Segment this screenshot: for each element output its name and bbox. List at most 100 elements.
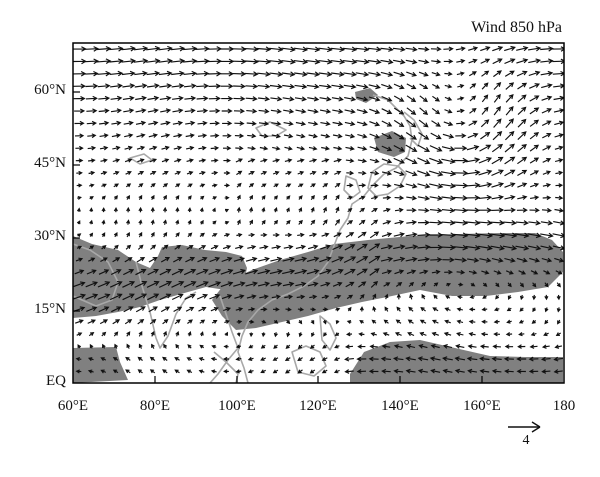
wind-vector — [296, 133, 306, 139]
wind-vector — [344, 108, 356, 114]
wind-vector — [112, 369, 119, 374]
wind-vector — [295, 281, 307, 287]
wind-vector — [234, 294, 245, 300]
wind-vector — [113, 206, 118, 213]
wind-vector — [122, 293, 135, 301]
wind-vector — [272, 307, 280, 312]
wind-vector — [433, 282, 439, 287]
wind-vector — [493, 319, 500, 324]
wind-vector — [85, 83, 99, 89]
wind-vector — [309, 170, 317, 175]
wind-vector — [504, 257, 516, 263]
wind-vector — [126, 231, 130, 238]
wind-vector — [259, 244, 269, 250]
wind-vector — [197, 133, 208, 139]
wind-vector — [395, 281, 403, 287]
wind-vector — [175, 183, 181, 188]
wind-vector — [138, 231, 143, 238]
wind-vector — [113, 232, 118, 238]
wind-vector — [220, 281, 234, 288]
lon-label-180: 180 — [552, 398, 576, 414]
wind-vector — [273, 319, 279, 324]
wind-vector — [518, 332, 525, 337]
wind-vector — [359, 294, 365, 300]
wind-vector — [465, 220, 481, 226]
wind-vector — [372, 306, 377, 312]
wind-vector — [540, 232, 554, 239]
wind-vector — [517, 118, 527, 128]
wind-vector — [481, 270, 490, 275]
wind-vector — [468, 319, 476, 324]
wind-vector — [441, 146, 456, 152]
wind-vector — [271, 294, 281, 300]
wind-vector — [150, 244, 157, 250]
wind-vector — [382, 220, 392, 225]
wind-vector — [393, 256, 406, 262]
wind-vector — [356, 108, 369, 114]
wind-vector — [184, 95, 197, 101]
wind-vector — [491, 143, 504, 153]
wind-vector — [247, 244, 257, 250]
wind-vector — [530, 195, 540, 201]
map-background — [73, 43, 564, 383]
wind-vector — [556, 307, 561, 313]
wind-vector — [171, 268, 184, 276]
wind-vector — [320, 281, 331, 287]
wind-vector — [257, 281, 271, 287]
wind-vector — [552, 46, 564, 52]
wind-vector — [532, 282, 537, 288]
wind-vector — [309, 232, 318, 238]
wind-vector — [306, 269, 320, 275]
wind-vector — [258, 96, 271, 102]
wind-vector — [256, 46, 272, 53]
wind-vector — [492, 46, 504, 52]
wind-vector — [540, 245, 554, 251]
wind-vector — [223, 344, 229, 349]
wind-vector — [97, 281, 111, 288]
wind-vector — [345, 133, 356, 139]
wind-vector — [359, 306, 364, 312]
wind-vector — [321, 294, 330, 300]
wind-vector — [244, 46, 259, 52]
wind-vector — [298, 332, 303, 338]
wind-vector — [134, 293, 148, 301]
wind-vector — [345, 232, 355, 238]
wind-vector — [197, 120, 208, 126]
wind-vector — [529, 157, 540, 164]
wind-vector — [356, 243, 368, 251]
wind-vector — [541, 356, 551, 362]
shading-small-north — [355, 88, 378, 103]
wind-vector — [100, 257, 108, 263]
wind-vector — [357, 133, 368, 139]
wind-vector — [86, 120, 97, 126]
wind-vector — [506, 319, 512, 324]
wind-vector — [322, 183, 329, 188]
wind-vector — [137, 356, 143, 361]
wind-vector — [187, 183, 193, 188]
wind-vector — [518, 319, 524, 324]
wind-vector — [138, 194, 143, 200]
wind-vector — [344, 244, 356, 251]
wind-vector — [112, 357, 119, 361]
wind-vector — [236, 194, 241, 201]
wind-vector — [85, 281, 99, 288]
wind-vector — [171, 70, 185, 77]
wind-vector — [322, 206, 327, 213]
wind-vector — [444, 269, 454, 275]
coast-arabia — [73, 243, 119, 307]
wind-vector — [504, 207, 516, 213]
wind-vector — [393, 356, 404, 362]
wind-vector — [121, 58, 136, 64]
wind-vector — [555, 170, 564, 176]
wind-vector — [212, 207, 216, 213]
wind-vector — [491, 368, 502, 374]
wind-vector — [429, 356, 441, 362]
wind-vector — [147, 95, 160, 101]
wind-vector — [554, 145, 564, 151]
wind-vector — [269, 46, 284, 53]
wind-vector — [516, 58, 529, 64]
wind-vector — [233, 108, 245, 114]
wind-vector — [149, 318, 157, 325]
wind-vector — [158, 58, 173, 64]
wind-vector — [212, 331, 216, 337]
